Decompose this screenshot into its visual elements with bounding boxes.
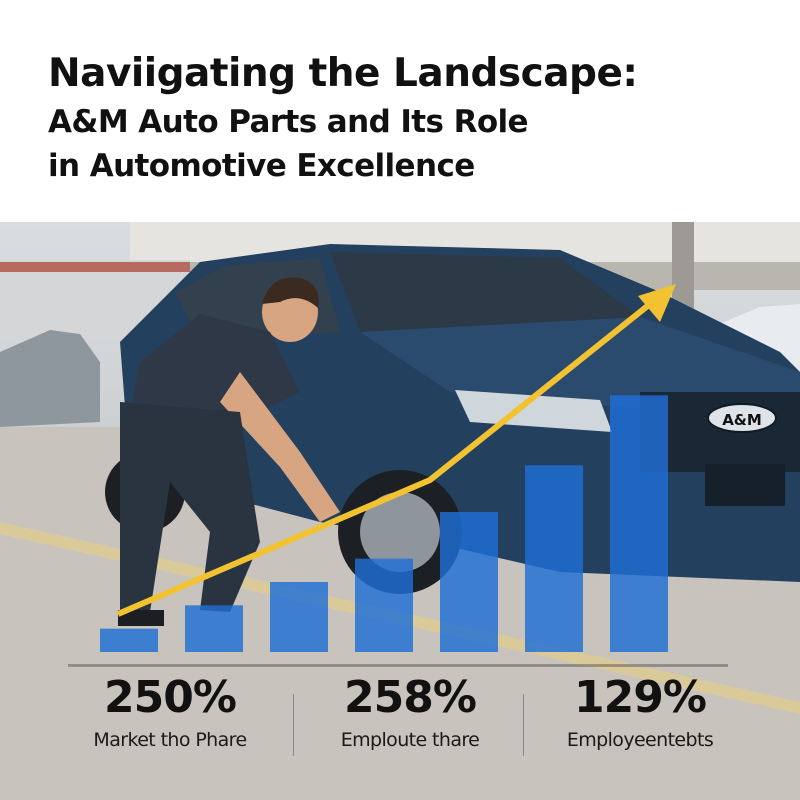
title-line-1: Naviigating the Landscape:	[48, 51, 638, 96]
chart-bar	[100, 628, 158, 652]
chart-bar	[610, 395, 668, 652]
stat-label: Employeentebts	[566, 729, 714, 751]
stat-value: 258%	[344, 672, 477, 723]
stat-employee-share: 258% Emploute thare	[290, 670, 530, 754]
chart-baseline	[68, 664, 728, 667]
mechanic-shoe	[118, 610, 164, 626]
trend-arrow-head	[638, 284, 676, 322]
main-car-rim	[360, 492, 440, 572]
brand-badge-oval	[707, 403, 777, 433]
mechanic-arm	[220, 372, 340, 522]
stat-value: 129%	[574, 672, 707, 723]
chart-bar	[440, 512, 498, 652]
chart-bar	[185, 605, 243, 652]
chart-bar	[270, 582, 328, 652]
mechanic-hair	[262, 277, 319, 308]
brand-badge-text: A&M	[722, 411, 762, 429]
title-line-3: in Automotive Excellence	[48, 148, 475, 184]
scene-illustration: A&M	[0, 222, 800, 800]
mechanic-shirt	[130, 314, 300, 422]
stat-divider	[523, 694, 524, 756]
header: Naviigating the Landscape: A&M Auto Part…	[0, 0, 800, 222]
chart-bar	[355, 558, 413, 652]
trend-arrow-group	[116, 284, 676, 617]
chart-bar	[525, 465, 583, 652]
mechanic-trousers	[120, 402, 260, 614]
title-line-2: A&M Auto Parts and Its Role	[48, 104, 529, 140]
main-car-windshield	[330, 252, 640, 332]
bars-group	[100, 395, 668, 652]
stat-label: Market tho Phare	[93, 729, 247, 751]
stat-label: Emploute thare	[340, 729, 480, 751]
stat-employee-benefits: 129% Employeentebts	[520, 670, 760, 754]
trend-arrow-line	[116, 301, 652, 617]
main-car-headlight	[455, 390, 612, 432]
stat-market-share: 250% Market tho Phare	[50, 670, 290, 754]
photo-scene: A&M 250% Market tho Phare 258% Emploute …	[0, 222, 800, 800]
stat-value: 250%	[104, 672, 237, 723]
license-plate	[705, 464, 785, 506]
background-car-left	[0, 330, 100, 427]
stat-divider	[293, 694, 294, 756]
building-stripe	[0, 262, 190, 272]
